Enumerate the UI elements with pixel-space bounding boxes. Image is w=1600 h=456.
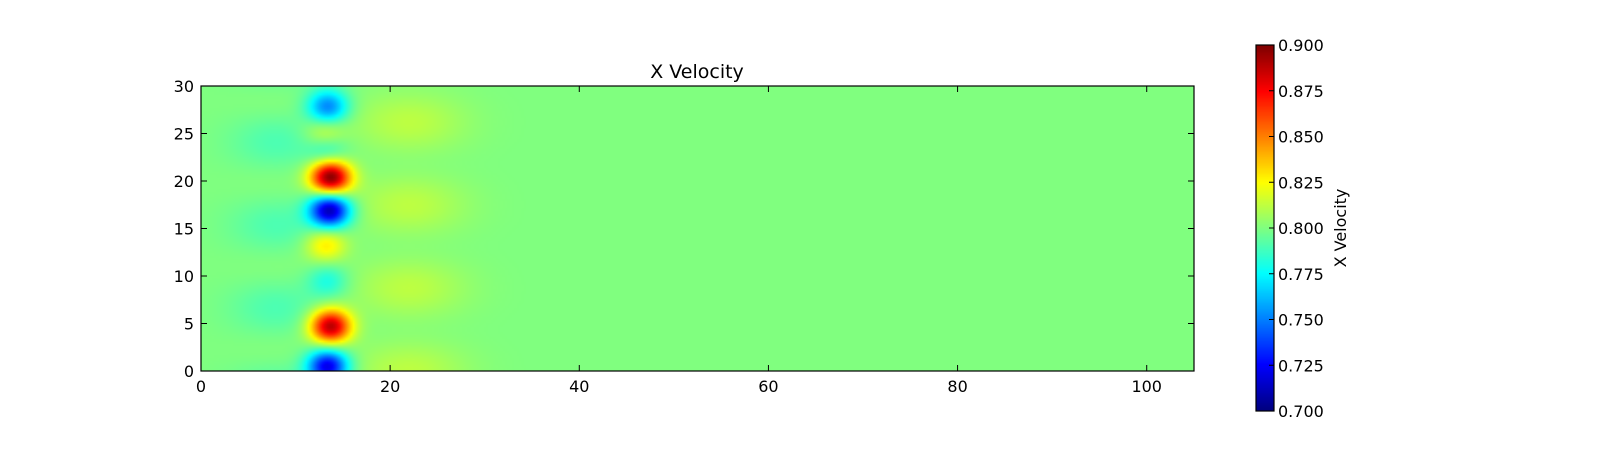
colorbar-tick-label: 0.700 [1278,402,1324,421]
heatmap-image [201,86,1194,371]
x-tick-label: 20 [380,377,400,396]
chart-title: X Velocity [650,61,744,83]
colorbar: 0.700 0.725 0.750 0.775 0.800 0.825 0.850 0.875… [1255,36,1350,421]
x-tick-label: 100 [1131,377,1162,396]
x-tick-label: 80 [947,377,967,396]
y-tick-label: 30 [174,77,194,96]
x-tick-label: 0 [196,377,206,396]
x-tick-label: 40 [569,377,589,396]
colorbar-tick-label: 0.900 [1278,36,1324,55]
x-tick-label: 60 [758,377,778,396]
colorbar-ticks: 0.700 0.725 0.750 0.775 0.800 0.825 0.850 0.875… [1269,36,1324,421]
colorbar-tick-label: 0.825 [1278,173,1324,192]
colorbar-tick-label: 0.775 [1278,265,1324,284]
y-tick-label: 0 [184,362,194,381]
colorbar-tick-label: 0.800 [1278,219,1324,238]
plot-area: 0 20 40 60 80 100 0 5 10 15 20 25 30 [174,77,1195,396]
y-tick-label: 25 [174,125,194,144]
y-tick-label: 15 [174,220,194,239]
y-tick-label: 10 [174,267,194,286]
x-axis: 0 20 40 60 80 100 [196,86,1162,396]
colorbar-tick-label: 0.875 [1278,82,1324,101]
y-tick-label: 20 [174,172,194,191]
colorbar-tick-label: 0.725 [1278,356,1324,375]
y-tick-label: 5 [184,315,194,334]
colorbar-tick-label: 0.850 [1278,128,1324,147]
y-axis: 0 5 10 15 20 25 30 [174,77,1194,381]
colorbar-tick-label: 0.750 [1278,311,1324,330]
colorbar-label: X Velocity [1331,189,1350,268]
